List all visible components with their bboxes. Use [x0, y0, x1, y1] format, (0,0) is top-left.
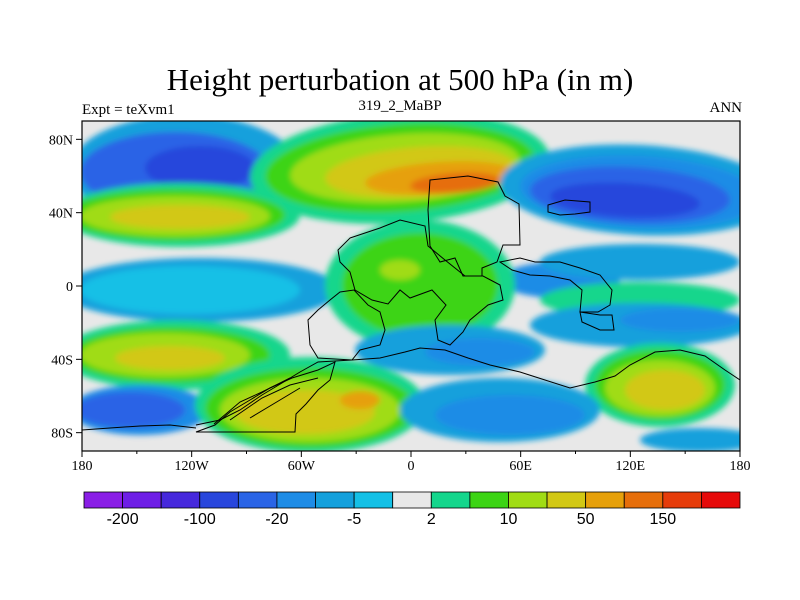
contour-region	[82, 266, 300, 314]
contour-field	[82, 121, 740, 451]
contour-region	[342, 233, 498, 337]
season-label: ANN	[709, 100, 743, 116]
antarctic-inner-lines	[213, 377, 319, 425]
colorbar-label: -200	[107, 511, 139, 528]
contour-region	[640, 428, 740, 451]
colorbar-swatch	[83, 491, 123, 509]
colorbar-label: 2	[427, 511, 436, 528]
contour-region	[620, 308, 740, 332]
x-tick-label: 120E	[616, 459, 646, 474]
islands-northeast	[547, 199, 591, 216]
contour-region	[435, 395, 585, 435]
y-tick-label: 40N	[49, 207, 73, 222]
colorbar-swatch	[430, 491, 471, 509]
y-tick-label: 40S	[51, 353, 73, 368]
antarctic-land	[195, 361, 336, 433]
x-tick-label: 60E	[509, 459, 532, 474]
colorbar-swatch	[623, 491, 664, 509]
colorbar-swatch	[276, 491, 316, 509]
colorbar-swatch	[469, 491, 509, 509]
plot-title: Height perturbation at 500 hPa (in m)	[166, 62, 634, 97]
contour-region	[115, 346, 225, 370]
colorbar-swatch	[701, 491, 741, 509]
colorbar-label: 10	[500, 511, 518, 528]
contour-region	[380, 260, 420, 280]
continent-west	[307, 289, 386, 361]
colorbar-swatch	[315, 491, 355, 509]
colorbar-swatch	[199, 491, 239, 509]
colorbar-swatch	[662, 491, 702, 509]
x-tick-label: 120W	[175, 459, 210, 474]
period-label: 319_2_MaBP	[358, 98, 442, 114]
colorbar-swatch	[160, 491, 201, 509]
continent-north	[427, 175, 521, 277]
contour-region	[145, 146, 255, 190]
colorbar-swatch	[392, 491, 432, 509]
colorbar-swatch	[353, 491, 394, 509]
colorbar-swatch	[237, 491, 278, 509]
contour-region	[625, 370, 705, 410]
contour-region	[550, 182, 700, 218]
colorbar-swatch	[122, 491, 162, 509]
colorbar-label: -5	[347, 511, 361, 528]
contour-region	[340, 391, 380, 409]
colorbar-label: 50	[577, 511, 595, 528]
colorbar-swatch	[585, 491, 625, 509]
continent-central	[337, 219, 504, 346]
contour-region	[82, 392, 185, 428]
contour-region	[540, 244, 740, 280]
colorbar-label: -20	[265, 511, 288, 528]
coastlines	[82, 175, 740, 433]
y-tick-label: 80S	[51, 427, 73, 442]
continent-east-inner	[579, 311, 615, 331]
colorbar: -200 -100 -20 -5 2 10 50 150	[83, 491, 741, 528]
colorbar-swatch	[508, 491, 548, 509]
x-tick-label: 180	[72, 459, 93, 474]
continent-east-coast	[498, 257, 613, 313]
colorbar-swatch	[546, 491, 587, 509]
x-tick-label: 180	[730, 459, 751, 474]
contour-region	[110, 205, 250, 229]
contour-region	[235, 390, 375, 434]
colorbar-label: -100	[184, 511, 216, 528]
contour-region	[425, 338, 535, 366]
axes: 180 120W 60W 0 60E 120E 180 80N 40N 0 40S 80S	[49, 133, 751, 474]
colorbar-label: 150	[649, 511, 676, 528]
y-tick-label: 0	[66, 280, 73, 295]
x-tick-label: 0	[408, 459, 415, 474]
experiment-label: Expt = teXvm1	[82, 102, 175, 118]
x-tick-label: 60W	[288, 459, 316, 474]
y-tick-label: 80N	[49, 133, 73, 148]
south-dateline-coast	[82, 424, 197, 431]
